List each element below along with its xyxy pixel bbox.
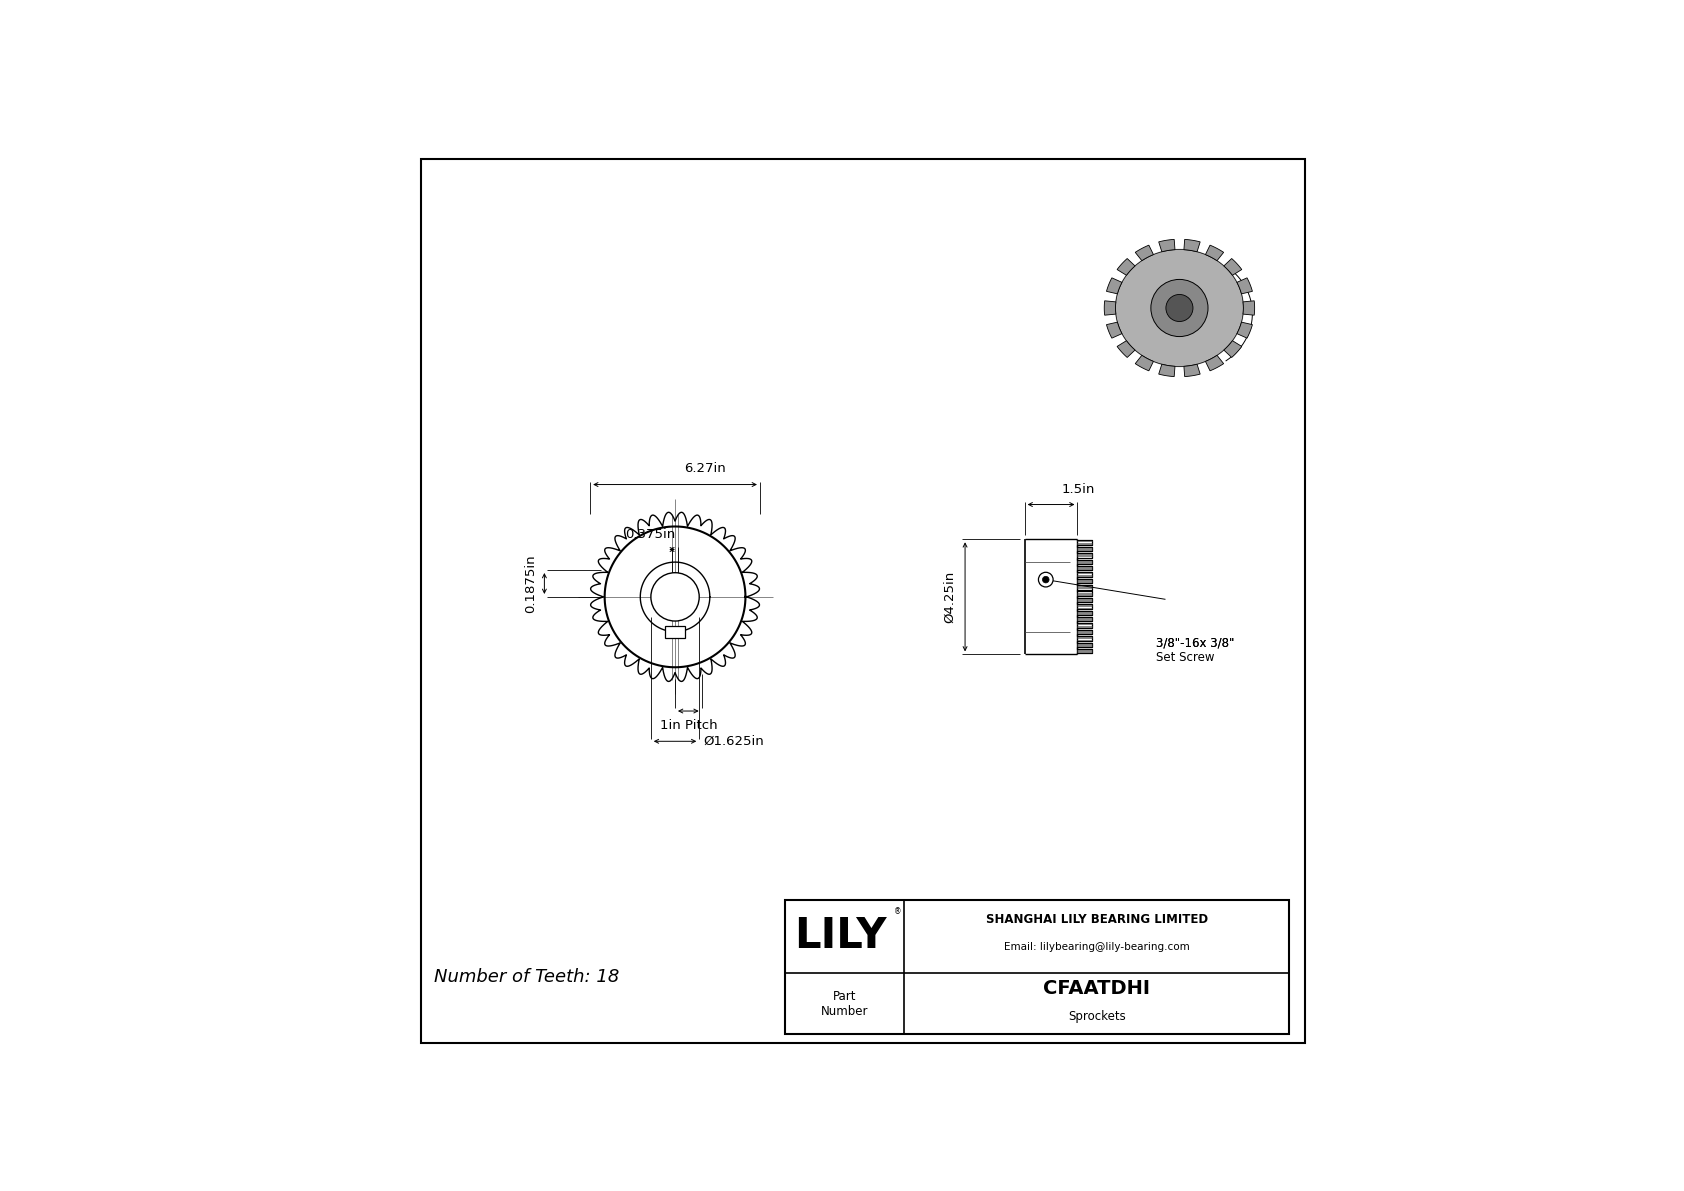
Polygon shape xyxy=(1115,250,1243,367)
Polygon shape xyxy=(1116,341,1135,357)
Polygon shape xyxy=(665,625,685,637)
Text: 1.5in: 1.5in xyxy=(1063,484,1095,497)
Circle shape xyxy=(1042,576,1049,582)
Polygon shape xyxy=(1184,239,1201,251)
Circle shape xyxy=(1039,573,1052,587)
Polygon shape xyxy=(1236,278,1253,294)
Polygon shape xyxy=(1159,364,1175,376)
Text: 1in Pitch: 1in Pitch xyxy=(660,719,717,732)
Polygon shape xyxy=(1236,322,1253,338)
Polygon shape xyxy=(1224,341,1241,357)
Polygon shape xyxy=(1243,301,1255,316)
Text: 3/8"-16x 3/8": 3/8"-16x 3/8" xyxy=(1157,637,1234,650)
Polygon shape xyxy=(1206,245,1224,261)
Text: Part
Number: Part Number xyxy=(822,990,869,1017)
Polygon shape xyxy=(1159,239,1175,251)
Circle shape xyxy=(1165,294,1192,322)
Text: 0.1875in: 0.1875in xyxy=(524,554,537,613)
Polygon shape xyxy=(1224,258,1241,275)
Polygon shape xyxy=(1135,355,1154,370)
Text: SHANGHAI LILY BEARING LIMITED: SHANGHAI LILY BEARING LIMITED xyxy=(985,913,1207,927)
Text: 3/8"-16x 3/8"
Set Screw: 3/8"-16x 3/8" Set Screw xyxy=(1157,636,1234,665)
Polygon shape xyxy=(1105,301,1116,316)
Text: 6.27in: 6.27in xyxy=(684,462,726,475)
Text: LILY: LILY xyxy=(793,915,886,958)
Polygon shape xyxy=(1206,355,1224,370)
Polygon shape xyxy=(1106,278,1122,294)
Text: Ø1.625in: Ø1.625in xyxy=(704,735,765,748)
Text: Number of Teeth: 18: Number of Teeth: 18 xyxy=(434,968,620,986)
Polygon shape xyxy=(1184,364,1201,376)
Polygon shape xyxy=(1135,245,1154,261)
Text: 0.375in: 0.375in xyxy=(625,529,675,541)
Text: Ø4.25in: Ø4.25in xyxy=(943,570,957,623)
Text: Sprockets: Sprockets xyxy=(1068,1010,1127,1023)
Circle shape xyxy=(652,573,699,621)
Circle shape xyxy=(1150,280,1207,337)
Text: Email: lilybearing@lily-bearing.com: Email: lilybearing@lily-bearing.com xyxy=(1004,942,1191,952)
Polygon shape xyxy=(1106,322,1122,338)
Text: CFAATDHI: CFAATDHI xyxy=(1044,979,1150,998)
Text: ®: ® xyxy=(894,906,901,916)
Polygon shape xyxy=(1116,258,1135,275)
